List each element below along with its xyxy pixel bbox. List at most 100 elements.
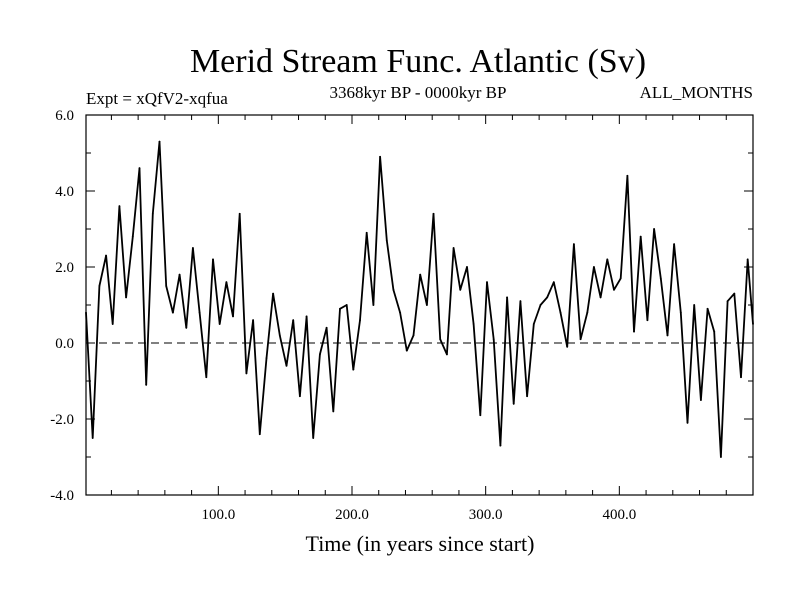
data-point	[539, 304, 542, 306]
data-point	[466, 266, 468, 268]
data-point	[586, 311, 589, 314]
data-point	[138, 167, 141, 170]
data-point	[432, 212, 435, 215]
data-point	[145, 383, 148, 386]
y-tick-label: 0.0	[55, 336, 74, 352]
data-point	[225, 281, 228, 284]
data-point	[499, 444, 502, 447]
data-point	[613, 288, 615, 291]
data-point	[285, 364, 288, 367]
data-point	[292, 319, 295, 322]
data-point	[593, 266, 595, 268]
data-point	[178, 273, 181, 276]
y-axis: -4.0 -2.0 0.0 2.0 4.0 6.0	[50, 108, 753, 504]
data-point	[419, 273, 422, 276]
data-point	[486, 281, 488, 284]
x-tick-label: 200.0	[335, 507, 369, 523]
data-point	[185, 326, 188, 329]
experiment-label: Expt = xQfV2-xqfua	[86, 89, 228, 108]
data-point	[746, 258, 749, 261]
data-point	[752, 323, 754, 325]
data-point	[405, 349, 408, 352]
data-point	[559, 311, 562, 314]
data-point	[459, 288, 462, 291]
data-point	[258, 433, 261, 436]
data-point	[298, 395, 301, 398]
data-point	[653, 228, 655, 230]
data-point	[606, 258, 609, 261]
data-point	[85, 311, 87, 314]
data-point	[319, 353, 321, 356]
data-point	[492, 338, 495, 341]
data-point	[626, 174, 629, 177]
chart-title: Merid Stream Func. Atlantic (Sv)	[190, 43, 646, 80]
data-point	[245, 372, 248, 375]
data-point	[91, 437, 94, 439]
data-point	[359, 319, 361, 322]
data-point	[238, 212, 241, 215]
data-point	[706, 307, 709, 310]
data-point	[679, 311, 682, 314]
data-point	[572, 243, 575, 246]
x-tick-label: 300.0	[469, 507, 503, 523]
data-point	[265, 357, 268, 360]
data-point	[218, 323, 221, 325]
data-point	[686, 421, 689, 424]
data-point	[305, 315, 308, 318]
data-point	[659, 277, 662, 280]
data-point	[392, 288, 395, 291]
plot-frame	[85, 114, 754, 496]
data-point	[125, 296, 128, 299]
data-point	[232, 315, 234, 318]
data-point	[479, 414, 482, 417]
data-point	[639, 235, 642, 238]
data-point	[526, 395, 529, 398]
data-point	[566, 345, 569, 348]
data-point	[579, 338, 582, 341]
data-point	[452, 247, 455, 249]
data-point	[726, 300, 729, 303]
data-point	[171, 311, 174, 314]
x-axis-label: Time (in years since start)	[306, 531, 535, 556]
data-point	[192, 247, 194, 249]
y-tick-label: -2.0	[50, 412, 74, 428]
data-point	[673, 243, 676, 246]
data-point	[325, 326, 328, 329]
data-point	[546, 296, 549, 299]
data-point	[312, 437, 315, 439]
data-point	[272, 292, 275, 295]
data-point	[339, 307, 341, 310]
data-point	[532, 323, 535, 325]
data-point	[252, 319, 254, 322]
data-point	[619, 277, 622, 280]
data-point	[332, 410, 335, 413]
data-point	[512, 402, 515, 405]
x-axis: 100.0 200.0 300.0 400.0	[110, 115, 727, 523]
data-point	[205, 376, 208, 379]
x-tick-label: 100.0	[201, 507, 235, 523]
data-point	[693, 304, 696, 306]
y-tick-label: 2.0	[55, 260, 74, 276]
data-point	[666, 334, 669, 337]
data-point	[399, 311, 402, 314]
data-point	[379, 155, 381, 158]
months-label: ALL_MONTHS	[640, 83, 753, 102]
data-point	[633, 330, 635, 333]
data-point	[278, 334, 281, 337]
x-tick-label: 400.0	[602, 507, 636, 523]
data-point	[733, 292, 736, 295]
data-point	[118, 205, 121, 208]
data-point	[98, 285, 101, 287]
data-point	[506, 296, 508, 299]
data-point	[439, 338, 442, 341]
data-point	[472, 323, 475, 325]
y-tick-label: 6.0	[55, 108, 74, 124]
data-point	[519, 300, 522, 303]
data-point	[699, 399, 702, 401]
data-point	[385, 239, 388, 242]
data-point	[198, 311, 201, 314]
data-point	[552, 281, 555, 284]
data-point	[446, 353, 448, 356]
series-points	[85, 140, 754, 458]
